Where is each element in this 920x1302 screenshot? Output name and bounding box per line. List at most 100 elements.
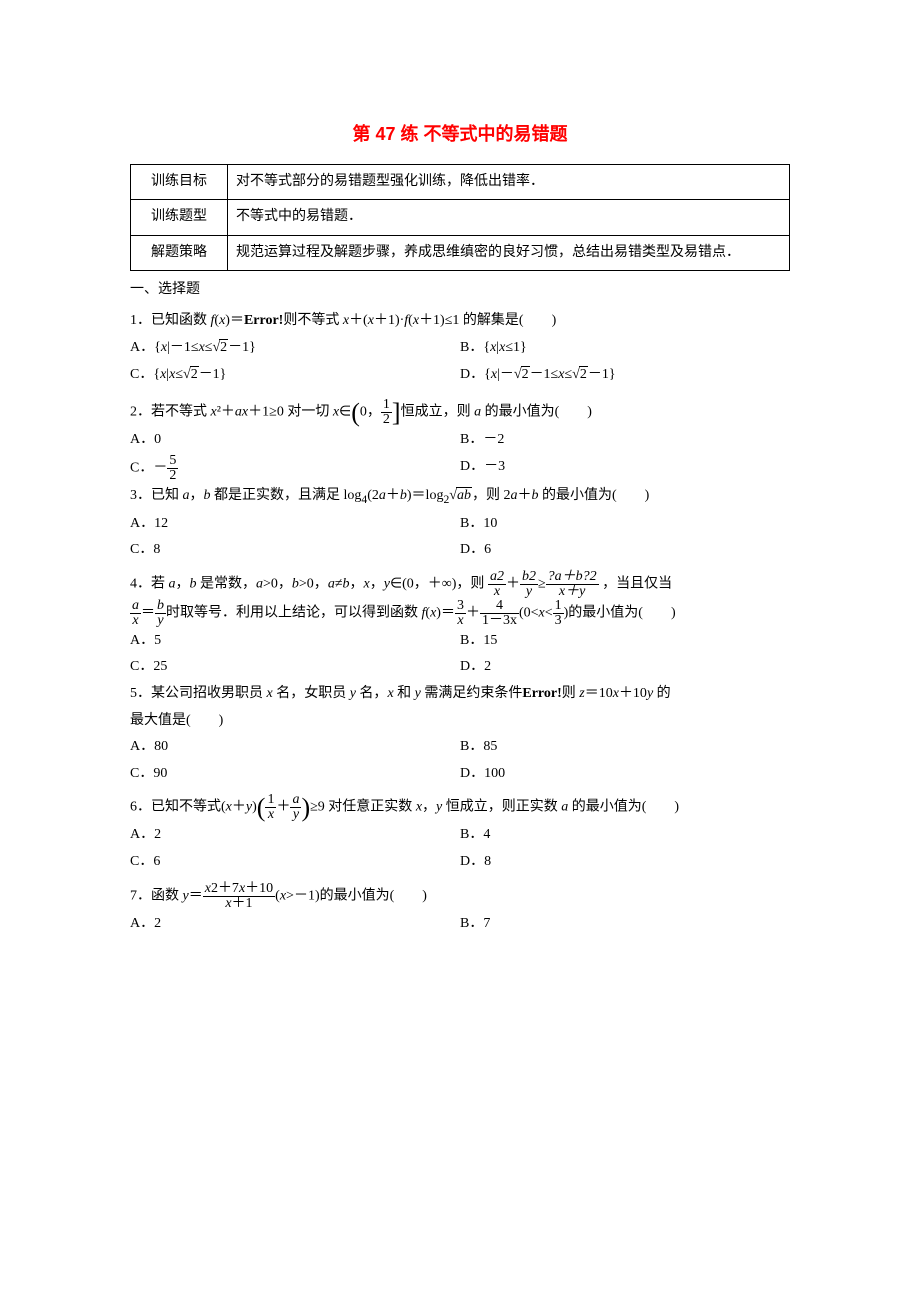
q7-num: x2＋7x＋10 — [203, 882, 275, 897]
q2-zero: 0， — [360, 405, 381, 420]
q4-an: a — [130, 599, 141, 614]
q7-cond: >－1)的最小值为( ) — [286, 888, 427, 903]
q2-opt-c: C．－52 — [130, 454, 460, 483]
q3-b2: b — [400, 488, 407, 503]
q2-options-row1: A．0 B．－2 — [130, 427, 790, 454]
q1-expr: ＋( — [349, 313, 368, 328]
q5-s3: 和 — [394, 686, 415, 701]
q5-pre: 5．某公司招收男职员 — [130, 686, 267, 701]
q4-opt-c: C．25 — [130, 654, 460, 681]
q1-c-tail: －1} — [199, 367, 227, 382]
q6-ge9: ≥9 对任意正实数 — [310, 800, 416, 815]
q5-s1: 名，女职员 — [273, 686, 350, 701]
q2-a: a — [235, 405, 242, 420]
q6-opt-d: D．8 — [460, 849, 790, 876]
q1-tail: ＋1)≤1 的解集是( ) — [419, 313, 556, 328]
q6-pre: 6．已知不等式( — [130, 800, 226, 815]
q7-options-row1: A．2 B．7 — [130, 911, 790, 938]
q4-ge: ≥ — [538, 577, 546, 592]
q4-options-row2: C．25 D．2 — [130, 654, 790, 681]
q4-1: 1 — [553, 599, 564, 614]
table-label: 解题策略 — [131, 235, 228, 270]
q2-in: ∈ — [339, 405, 351, 420]
q2-c-num: 5 — [167, 454, 178, 469]
q2-half-num: 1 — [381, 398, 392, 413]
q1-d-pre: D．{ — [460, 367, 491, 382]
question-5: 5．某公司招收男职员 x 名，女职员 y 名，x 和 y 需满足约束条件Erro… — [130, 681, 790, 708]
q4-f: f — [422, 606, 426, 621]
q3-a: a — [183, 488, 190, 503]
q4-xd2: x — [130, 614, 141, 628]
q5-plus: ＋10 — [619, 686, 647, 701]
question-3: 3．已知 a，b 都是正实数，且满足 log4(2a＋b)＝log2√ab，则 … — [130, 483, 790, 511]
q4-b3: b — [343, 577, 350, 592]
table-content: 对不等式部分的易错题型强化训练，降低出错率． — [228, 165, 790, 200]
q2-stem-pre: 2．若不等式 — [130, 405, 211, 420]
table-row: 训练题型 不等式中的易错题． — [131, 200, 790, 235]
q6-yd: y — [290, 808, 301, 822]
q3-mid2: 都是正实数，且满足 log — [211, 488, 362, 503]
q1-opt-d: D．{x|－√2－1≤x≤√2－1} — [460, 362, 790, 389]
q4-gt0a: >0， — [263, 577, 292, 592]
q4-opt-b: B．15 — [460, 628, 790, 655]
q1-c-le: ≤ — [175, 367, 183, 382]
q6-mid: 恒成立，则正实数 — [442, 800, 561, 815]
q1-b-pre: B．{ — [460, 340, 490, 355]
table-label: 训练目标 — [131, 165, 228, 200]
q5-opt-c: C．90 — [130, 761, 460, 788]
q6-plus: ＋ — [232, 800, 246, 815]
q3-options-row2: C．8 D．6 — [130, 537, 790, 564]
table-content: 规范运算过程及解题步骤，养成思维缜密的良好习惯，总结出易错类型及易错点． — [228, 235, 790, 270]
question-7: 7．函数 y＝ x2＋7x＋10 x＋1 (x>－1)的最小值为( ) — [130, 882, 790, 911]
q3-opt-c: C．8 — [130, 537, 460, 564]
q4-yd2: y — [155, 614, 166, 628]
table-label: 训练题型 — [131, 200, 228, 235]
q4-pre: 4．若 — [130, 577, 169, 592]
q4-a: a — [169, 577, 176, 592]
q1-options-row2: C．{x|x≤√2－1} D．{x|－√2－1≤x≤√2－1} — [130, 362, 790, 389]
q3-b: b — [204, 488, 211, 503]
q4-c3: ， — [370, 577, 384, 592]
q5-expr: ＝10 — [585, 686, 613, 701]
q4-gt0b: >0， — [299, 577, 328, 592]
q4-b2n: b2 — [520, 570, 538, 585]
q4-dj: ，当且仅当 — [599, 577, 673, 592]
info-table: 训练目标 对不等式部分的易错题型强化训练，降低出错率． 训练题型 不等式中的易错… — [130, 164, 790, 271]
q4-ne: ≠ — [335, 577, 343, 592]
question-2: 2．若不等式 x²＋ax＋1≥0 对一切 x∈(0，12]恒成立，则 a 的最小… — [130, 398, 790, 427]
q4-apb: ?a＋b?2 — [546, 570, 599, 585]
q1-x: x — [219, 313, 225, 328]
q1-eq: ＝ — [230, 313, 244, 328]
q4-b2: b — [292, 577, 299, 592]
q3-opt-b: B．10 — [460, 511, 790, 538]
q6-options-row2: C．6 D．8 — [130, 849, 790, 876]
q5-options-row1: A．80 B．85 — [130, 734, 790, 761]
q1-plus1: ＋1)· — [374, 313, 404, 328]
q3-opt-d: D．6 — [460, 537, 790, 564]
q6-opt-c: C．6 — [130, 849, 460, 876]
q2-options-row2: C．－52 D．－3 — [130, 454, 790, 483]
q4-options-row1: A．5 B．15 — [130, 628, 790, 655]
q4-feq: ＝ — [441, 606, 455, 621]
q5-s6: 的 — [653, 686, 671, 701]
q4-rc: )的最小值为( ) — [564, 606, 676, 621]
q4-fx: x — [430, 606, 436, 621]
q3-po: (2 — [367, 488, 379, 503]
q2-expr2: ＋1≥0 对一切 — [248, 405, 333, 420]
q5-opt-d: D．100 — [460, 761, 790, 788]
q2-c-den: 2 — [167, 469, 178, 483]
q7-opt-b: B．7 — [460, 911, 790, 938]
q4-dom: ∈(0，＋∞)，则 — [390, 577, 488, 592]
q4-plus2: ＋ — [466, 606, 480, 621]
q7-opt-a: A．2 — [130, 911, 460, 938]
q3-a2: a — [379, 488, 386, 503]
q4-a3: a — [328, 577, 335, 592]
q7-eq: ＝ — [189, 888, 203, 903]
q2-c-pre: C．－ — [130, 460, 167, 475]
q4-a2: a — [256, 577, 263, 592]
q1-opt-b: B．{x|x≤1} — [460, 335, 790, 362]
q1-d-le: ≤ — [564, 367, 572, 382]
q2-opt-b: B．－2 — [460, 427, 790, 454]
error-text: Error! — [244, 313, 283, 328]
q4-c1: ， — [176, 577, 190, 592]
